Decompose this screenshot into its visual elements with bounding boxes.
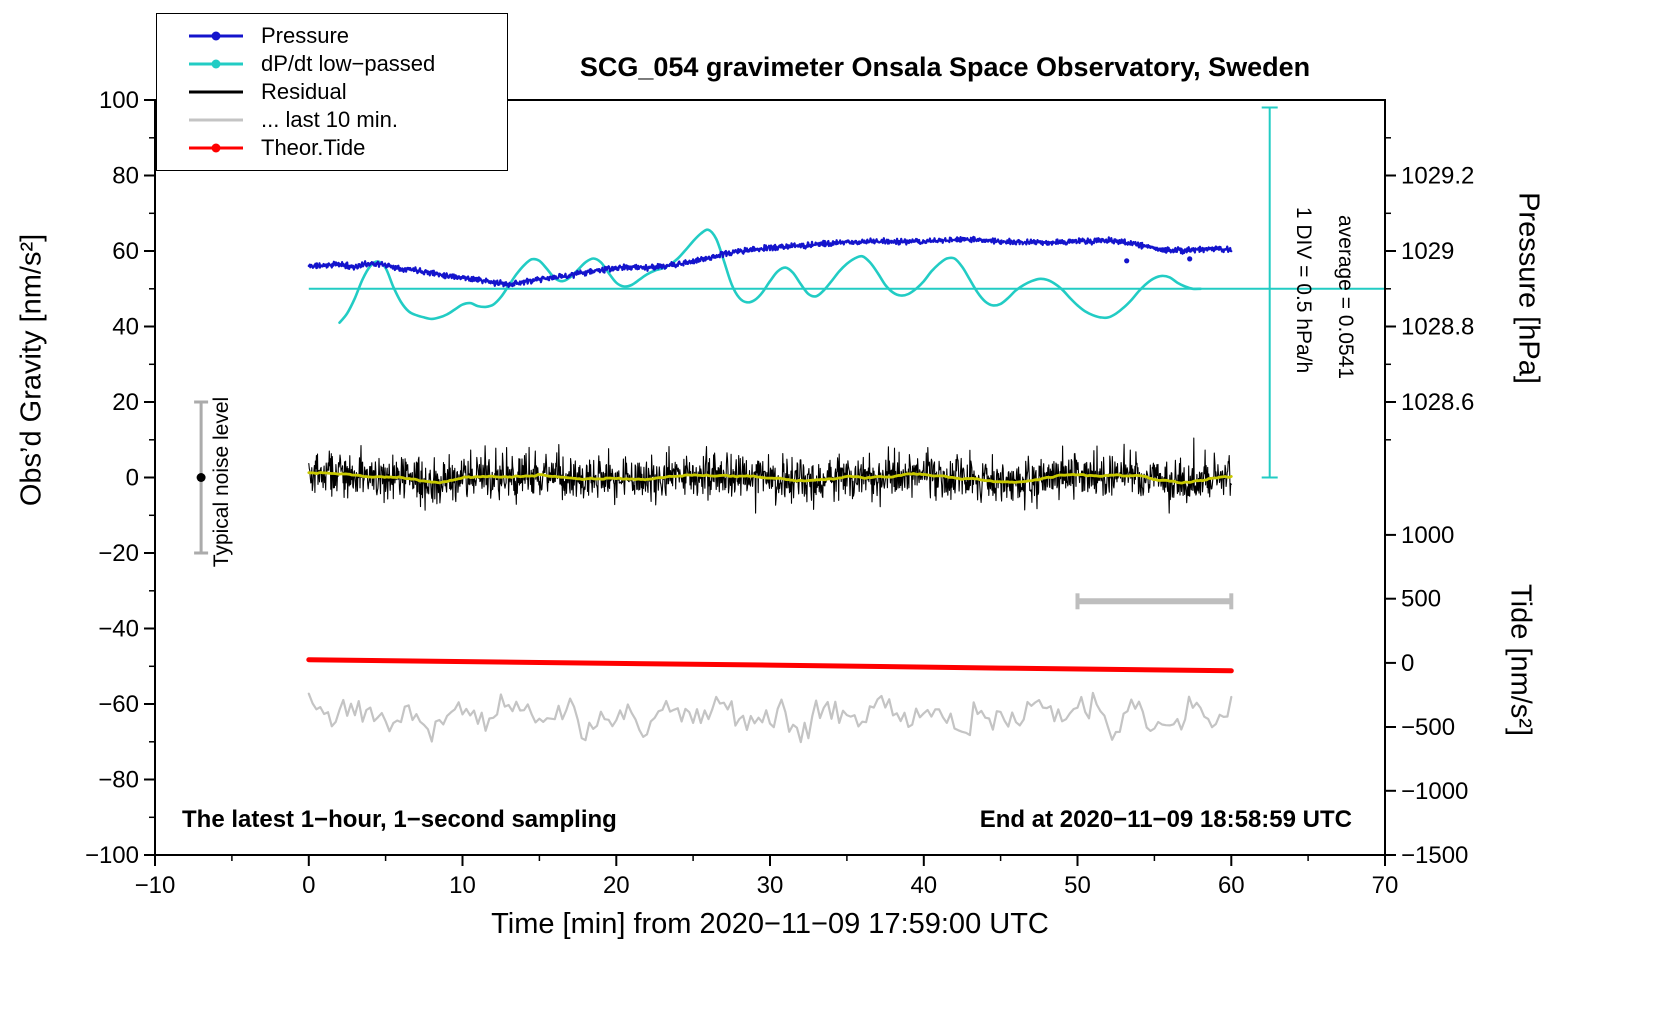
legend-item: Pressure xyxy=(185,22,507,50)
gravity-tick-label: 0 xyxy=(126,465,139,492)
tide-tick-label: −1500 xyxy=(1401,842,1468,869)
pressure-tick-label: 1029.2 xyxy=(1401,163,1474,190)
legend-item-label: dP/dt low−passed xyxy=(261,51,436,76)
x-tick-label: 60 xyxy=(1218,872,1245,899)
tide-tick-label: −500 xyxy=(1401,714,1455,741)
x-tick-label: −10 xyxy=(135,872,176,899)
gravity-tick-label: −100 xyxy=(85,842,139,869)
legend-item: Theor.Tide xyxy=(185,134,507,162)
legend-item-label: Pressure xyxy=(261,23,350,48)
chart-title: SCG_054 gravimeter Onsala Space Observat… xyxy=(579,52,1311,82)
x-tick-label: 50 xyxy=(1064,872,1091,899)
x-axis-label: Time [min] from 2020−11−09 17:59:00 UTC xyxy=(491,908,1049,940)
residual-lowpass-series xyxy=(307,471,1233,485)
div-scale-note: 1 DIV = 0.5 hPa/h xyxy=(1292,206,1315,374)
tide-tick-label: 1000 xyxy=(1401,522,1454,549)
x-tick-label: 20 xyxy=(603,872,630,899)
legend: Pressure dP/dt low−passed Residual ... last… xyxy=(156,13,508,171)
legend-sample-line xyxy=(189,118,243,122)
gravity-tick-label: 40 xyxy=(112,314,139,341)
pressure-tick-label: 1028.6 xyxy=(1401,389,1474,416)
last10-series xyxy=(307,691,1233,744)
tide-series xyxy=(306,657,1234,674)
legend-item-label: Theor.Tide xyxy=(261,135,366,160)
gravity-tick-label: 60 xyxy=(112,238,139,265)
gravity-tick-label: 80 xyxy=(112,163,139,190)
pressure-outlier-dot xyxy=(1187,256,1193,262)
legend-item: ... last 10 min. xyxy=(185,106,507,134)
legend-item: Residual xyxy=(185,78,507,106)
pressure-tick-label: 1028.8 xyxy=(1401,314,1474,341)
noise-level-label: Typical noise level xyxy=(210,396,233,568)
gravity-tick-label: 100 xyxy=(99,87,139,114)
pressure-axis-label: Pressure [hPa] xyxy=(1512,192,1545,384)
tide-tick-label: 0 xyxy=(1401,650,1414,677)
legend-item: dP/dt low−passed xyxy=(185,50,507,78)
gravity-tick-label: −80 xyxy=(98,767,139,794)
x-tick-label: 40 xyxy=(910,872,937,899)
x-tick-label: 10 xyxy=(449,872,476,899)
average-note: average = 0.0541 xyxy=(1334,214,1357,380)
legend-item-label: Residual xyxy=(261,79,347,104)
sampling-note: The latest 1−hour, 1−second sampling xyxy=(182,806,617,833)
x-tick-label: 0 xyxy=(302,872,315,899)
gravity-tick-label: 20 xyxy=(112,389,139,416)
pressure-tick-label: 1029 xyxy=(1401,238,1454,265)
legend-sample-line xyxy=(189,143,243,153)
gravity-tick-label: −60 xyxy=(98,691,139,718)
dpdt-series xyxy=(338,228,1202,324)
legend-sample-line xyxy=(189,59,243,69)
end-time-note: End at 2020−11−09 18:58:59 UTC xyxy=(979,806,1352,833)
legend-sample-line xyxy=(189,90,243,94)
gravity-tick-label: −40 xyxy=(98,616,139,643)
x-tick-label: 30 xyxy=(757,872,784,899)
gravity-axis-label: Obs’d Gravity [nm/s²] xyxy=(15,233,48,507)
x-tick-label: 70 xyxy=(1372,872,1399,899)
legend-item-label: ... last 10 min. xyxy=(261,107,398,132)
tide-tick-label: −1000 xyxy=(1401,778,1468,805)
legend-sample-line xyxy=(189,31,243,41)
noise-dot xyxy=(196,473,206,482)
tide-axis-label: Tide [nm/s²] xyxy=(1504,583,1537,737)
gravity-tick-label: −20 xyxy=(98,540,139,567)
tide-tick-label: 500 xyxy=(1401,586,1441,613)
pressure-series xyxy=(307,235,1233,289)
pressure-outlier-dot xyxy=(1124,258,1130,264)
